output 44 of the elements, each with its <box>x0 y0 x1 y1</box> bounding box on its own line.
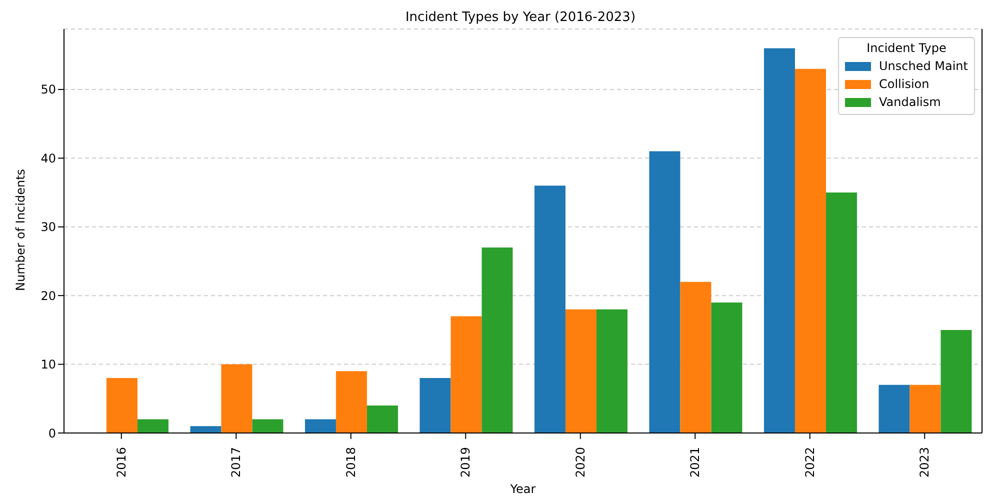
x-tick-label: 2017 <box>229 447 244 478</box>
legend-label: Unsched Maint <box>878 59 968 73</box>
y-tick-label: 40 <box>40 151 56 166</box>
x-tick-label: 2016 <box>114 447 128 478</box>
bar <box>940 330 972 433</box>
x-tick-label: 2019 <box>458 447 473 478</box>
bar <box>482 247 513 433</box>
bar <box>366 406 398 433</box>
bar <box>764 48 795 433</box>
legend-label: Vandalism <box>878 95 941 109</box>
y-tick-label: 10 <box>40 358 56 372</box>
bar <box>680 282 712 433</box>
bar <box>711 302 742 433</box>
bar <box>336 371 367 433</box>
y-tick-label: 0 <box>48 426 56 440</box>
bar <box>221 364 252 433</box>
chart-title: Incident Types by Year (2016-2023) <box>404 10 637 25</box>
bar <box>450 316 482 433</box>
bar <box>794 68 826 433</box>
bar <box>910 384 941 433</box>
y-tick-label: 30 <box>40 220 56 234</box>
bar <box>878 384 910 433</box>
legend-label: Collision <box>878 77 930 91</box>
bar <box>596 309 628 433</box>
bar <box>649 151 680 433</box>
bar <box>534 186 566 433</box>
bar <box>137 419 168 433</box>
x-tick-label: 2022 <box>802 447 817 478</box>
bar <box>190 426 222 433</box>
legend-title: Incident Type <box>866 41 948 55</box>
bar <box>565 309 596 433</box>
x-tick-label: 2023 <box>918 447 932 478</box>
x-tick-label: 2021 <box>688 447 702 478</box>
bar <box>826 192 857 433</box>
bar <box>420 378 451 433</box>
x-axis-title: Year <box>509 482 536 496</box>
bar <box>106 378 138 433</box>
y-tick-label: 20 <box>40 288 56 303</box>
bar <box>252 419 284 433</box>
x-tick-label: 2018 <box>344 447 358 478</box>
bar <box>304 419 336 433</box>
y-tick-label: 50 <box>40 82 56 97</box>
y-axis-title: Number of Incidents <box>13 168 28 291</box>
x-tick-label: 2020 <box>573 447 588 478</box>
